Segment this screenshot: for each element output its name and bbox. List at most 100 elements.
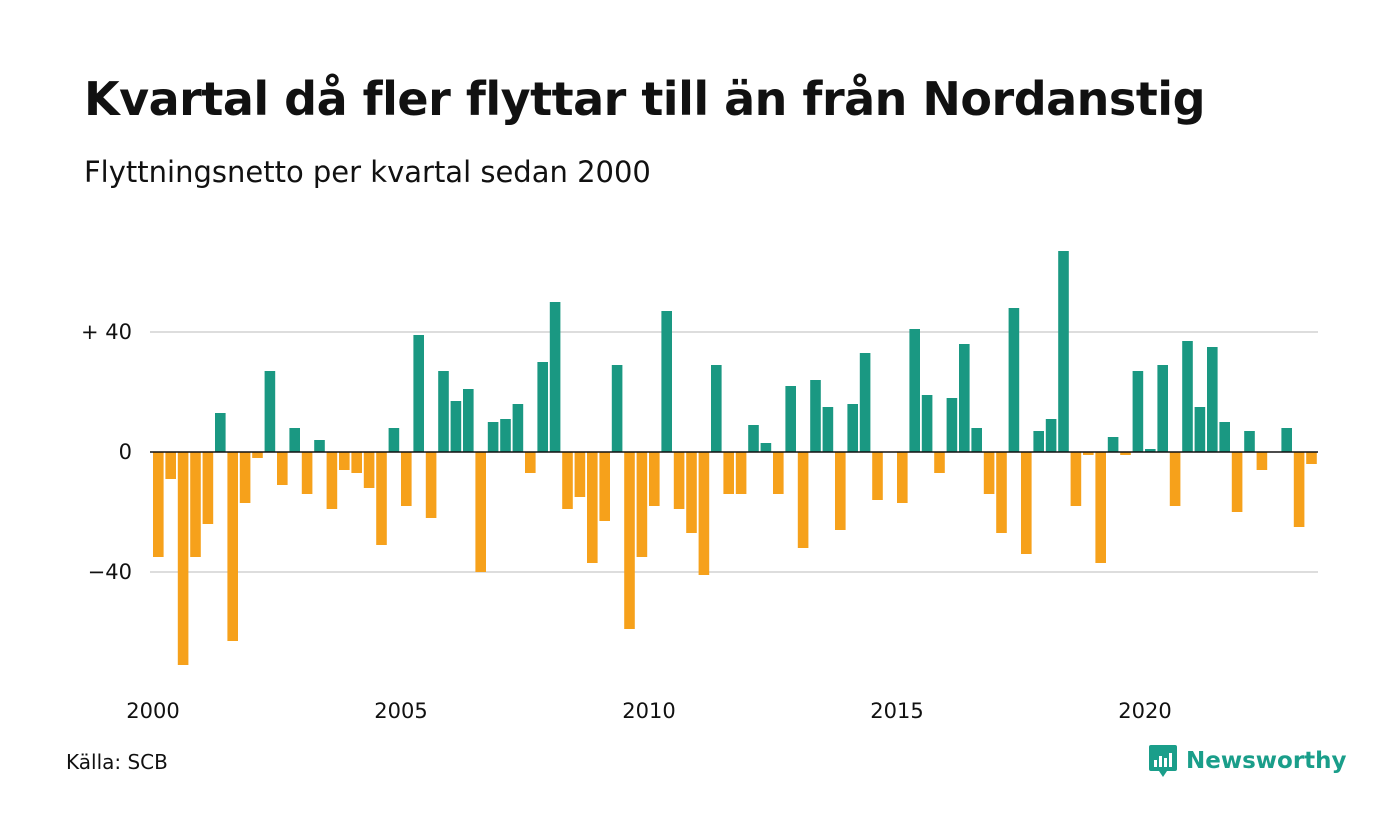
bar — [1256, 452, 1268, 470]
bar — [1083, 452, 1094, 455]
bar — [636, 452, 648, 557]
bar — [897, 452, 908, 503]
y-tick-label: −40 — [88, 560, 132, 584]
bar — [326, 452, 338, 509]
x-tick-label: 2020 — [1118, 699, 1171, 723]
bar — [1008, 308, 1020, 452]
bar — [847, 404, 858, 452]
bar — [872, 452, 883, 500]
bar — [587, 452, 598, 563]
bar — [549, 302, 561, 452]
bar — [252, 452, 263, 458]
bar — [797, 452, 809, 548]
bar — [500, 419, 511, 452]
bar — [388, 428, 400, 452]
bar — [971, 428, 982, 452]
bar — [165, 452, 176, 479]
bar — [748, 425, 759, 452]
bar — [475, 452, 486, 572]
bar — [1045, 419, 1057, 452]
bar — [686, 452, 697, 533]
bar — [909, 329, 920, 452]
bar — [996, 452, 1007, 533]
bar — [314, 440, 325, 452]
bar — [177, 452, 189, 665]
x-tick-label: 2015 — [870, 699, 923, 723]
bar — [649, 452, 660, 506]
bar — [822, 407, 834, 452]
bar — [1293, 452, 1305, 527]
bar — [339, 452, 350, 470]
bar — [611, 365, 623, 452]
bar — [264, 371, 276, 452]
bar — [1244, 431, 1255, 452]
bar — [512, 404, 524, 452]
bar — [1107, 437, 1119, 452]
bar — [1095, 452, 1106, 563]
bar — [859, 353, 871, 452]
bar — [1219, 422, 1230, 452]
bar — [921, 395, 933, 452]
bar — [711, 365, 722, 452]
bar — [698, 452, 710, 575]
bar — [351, 452, 362, 473]
bar — [301, 452, 313, 494]
bar — [959, 344, 970, 452]
bar — [1169, 452, 1181, 506]
bar — [401, 452, 412, 506]
bar — [983, 452, 995, 494]
bar — [934, 452, 945, 473]
chart-subtitle: Flyttningsnetto per kvartal sedan 2000 — [84, 155, 651, 189]
bar — [574, 452, 586, 497]
bar — [1021, 452, 1032, 554]
bar — [1145, 449, 1156, 452]
bar — [277, 452, 288, 485]
bar — [661, 311, 672, 452]
bar — [599, 452, 610, 521]
bar — [735, 452, 747, 494]
bar — [363, 452, 375, 488]
bar — [525, 452, 536, 473]
chart-title: Kvartal då fler flyttar till än från Nor… — [84, 72, 1206, 126]
bar — [202, 452, 214, 524]
bar — [450, 401, 462, 452]
bar — [835, 452, 846, 530]
bar — [376, 452, 387, 545]
bar — [239, 452, 251, 503]
bar — [773, 452, 784, 494]
bar — [1182, 341, 1193, 452]
bar — [1120, 452, 1131, 455]
bar — [1306, 452, 1317, 464]
bar — [1033, 431, 1044, 452]
bar — [413, 335, 424, 452]
bar — [425, 452, 437, 518]
bar — [1281, 428, 1292, 452]
newsworthy-logo-icon — [1149, 745, 1177, 777]
bar — [1194, 407, 1206, 452]
x-tick-label: 2005 — [374, 699, 427, 723]
brand-logo: Newsworthy — [1148, 744, 1347, 778]
bar — [537, 362, 548, 452]
bar — [673, 452, 685, 509]
bar — [624, 452, 635, 629]
bar — [760, 443, 772, 452]
bar — [153, 452, 164, 557]
source-note: Källa: SCB — [66, 750, 168, 774]
bar — [438, 371, 449, 452]
bar — [562, 452, 573, 509]
bar — [1070, 452, 1082, 506]
bar — [785, 386, 796, 452]
bar — [227, 452, 238, 641]
bar — [946, 398, 958, 452]
x-tick-label: 2010 — [622, 699, 675, 723]
x-tick-label: 2000 — [126, 699, 179, 723]
bar — [1058, 251, 1069, 452]
bar — [1157, 365, 1168, 452]
bar — [723, 452, 734, 494]
bar — [1231, 452, 1243, 512]
bar — [1132, 371, 1144, 452]
bar — [289, 428, 300, 452]
y-tick-label: 0 — [119, 440, 132, 464]
bar — [1207, 347, 1218, 452]
